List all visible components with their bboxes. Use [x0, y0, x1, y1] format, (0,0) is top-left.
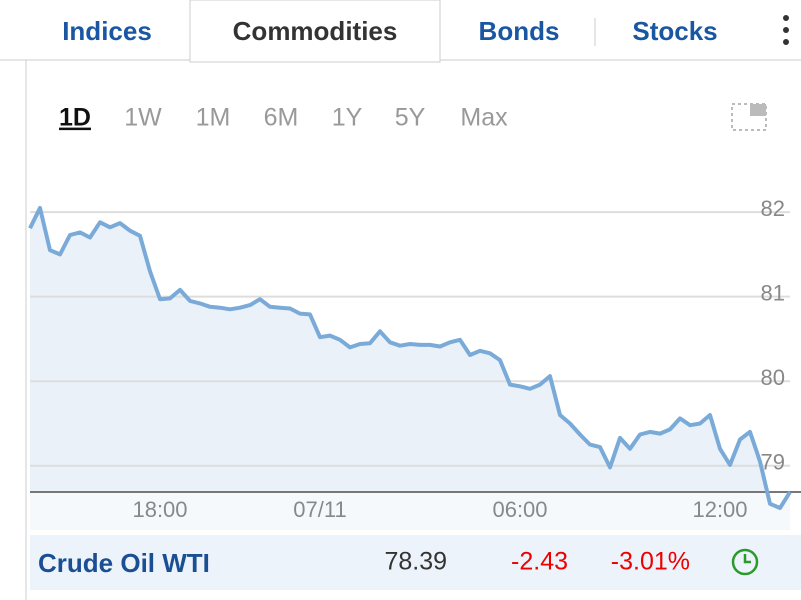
range-button[interactable]: 1M: [196, 104, 231, 132]
tab[interactable]: Bonds: [479, 16, 560, 46]
quote-row: [30, 535, 801, 590]
layout-icon[interactable]: [731, 103, 767, 131]
quote-change: -2.43: [511, 548, 568, 576]
tab[interactable]: Commodities: [233, 16, 398, 46]
range-button[interactable]: 5Y: [395, 104, 426, 132]
y-tick-label: 79: [761, 450, 785, 475]
clock-icon: [731, 548, 759, 576]
more-menu[interactable]: [783, 15, 789, 45]
tab[interactable]: Indices: [62, 16, 152, 46]
range-button[interactable]: 1Y: [332, 104, 363, 132]
range-button[interactable]: 6M: [264, 104, 299, 132]
quote-change-pct: -3.01%: [611, 548, 690, 576]
price-line: [28, 205, 792, 510]
y-tick-label: 80: [761, 365, 785, 390]
quote-price: 78.39: [384, 548, 447, 576]
range-button[interactable]: 1W: [124, 104, 162, 132]
x-axis-band: [30, 492, 801, 530]
range-button[interactable]: 1D: [59, 104, 91, 132]
x-tick-label: 06:00: [492, 497, 547, 522]
tab[interactable]: Stocks: [632, 16, 717, 46]
range-button[interactable]: Max: [460, 104, 508, 132]
y-tick-label: 81: [761, 280, 785, 305]
active-tab-bg: [189, 0, 441, 63]
x-tick-label: 07/11: [293, 497, 346, 522]
quote-name: Crude Oil WTI: [38, 548, 210, 578]
x-tick-label: 18:00: [132, 497, 187, 522]
y-tick-label: 82: [761, 196, 785, 221]
x-tick-label: 12:00: [692, 497, 747, 522]
